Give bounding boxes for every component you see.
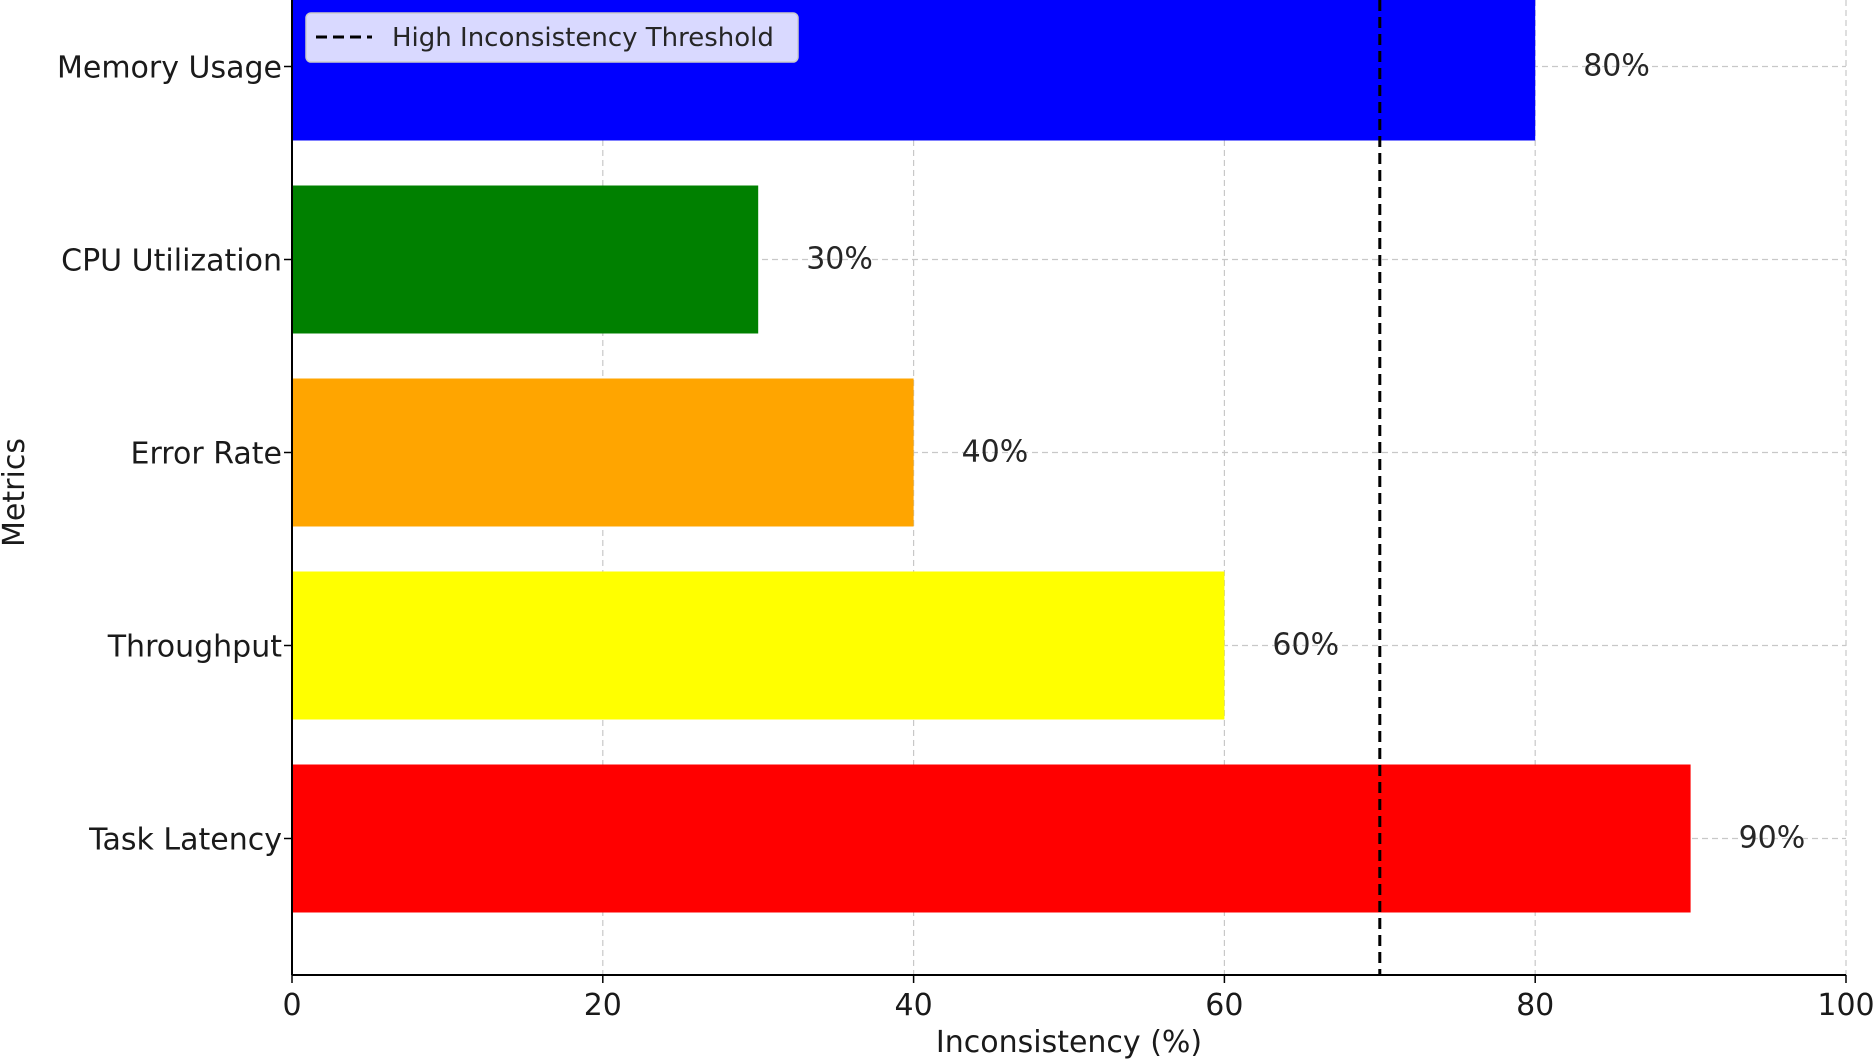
- legend: High Inconsistency Threshold: [305, 12, 799, 63]
- x-tick-label: 0: [282, 988, 301, 1023]
- legend-label: High Inconsistency Threshold: [392, 23, 774, 53]
- x-tick-label: 20: [584, 988, 622, 1023]
- axes: [284, 0, 1847, 983]
- x-tick-label: 60: [1205, 988, 1243, 1023]
- data-label: 30%: [806, 242, 873, 277]
- data-label: 40%: [962, 435, 1029, 470]
- bar-cpu-utilization: [292, 185, 759, 334]
- y-axis-title: Metrics: [0, 438, 32, 547]
- x-axis-title: Inconsistency (%): [936, 1025, 1202, 1060]
- bar-error-rate: [292, 378, 914, 527]
- category-label: Memory Usage: [57, 51, 282, 86]
- bar-throughput: [292, 571, 1225, 720]
- category-label: Throughput: [107, 630, 282, 665]
- data-label: 90%: [1739, 821, 1806, 856]
- bar-task-latency: [292, 764, 1691, 913]
- category-label: CPU Utilization: [61, 244, 282, 279]
- x-tick-label: 40: [895, 988, 933, 1023]
- x-tick-label: 100: [1817, 988, 1874, 1023]
- legend-box: [305, 12, 799, 63]
- category-label: Error Rate: [131, 437, 282, 472]
- labels: 0 20 40 60 80 100 Task Latency Throughput Error …: [0, 49, 1875, 1060]
- data-label: 80%: [1583, 49, 1650, 84]
- bars: [292, 0, 1691, 913]
- x-tick-label: 80: [1516, 988, 1554, 1023]
- data-label: 60%: [1272, 628, 1339, 663]
- category-label: Task Latency: [88, 823, 282, 858]
